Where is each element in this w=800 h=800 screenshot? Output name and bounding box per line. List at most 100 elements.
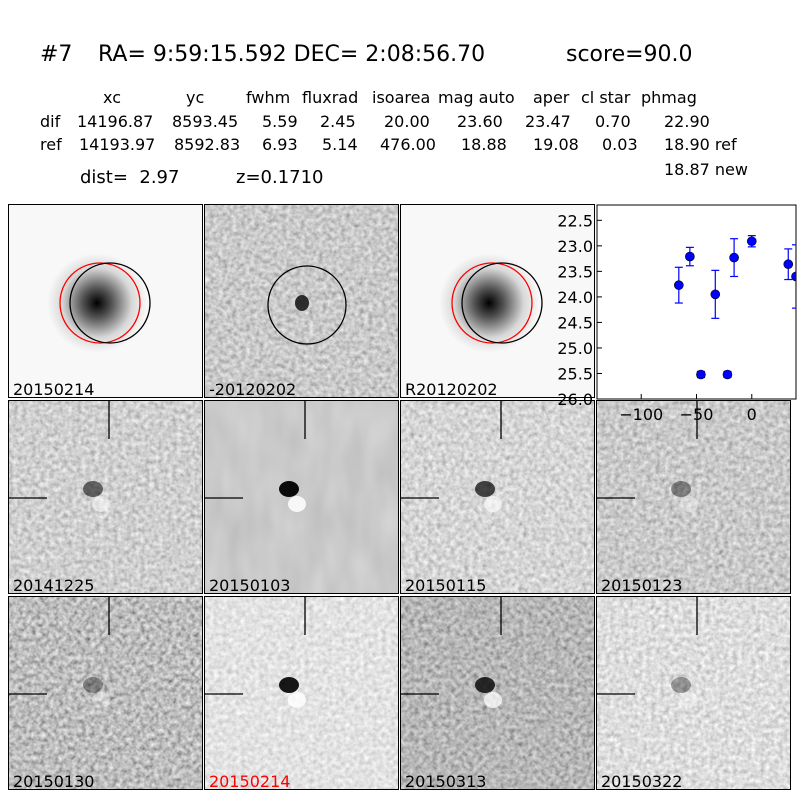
x-tick-label: −50 <box>680 405 714 424</box>
data-point <box>791 271 796 282</box>
stamp-date-label: R20120202 <box>405 380 498 398</box>
ref-phmag: 18.90 ref <box>664 135 737 154</box>
ref-fwhm: 6.93 <box>262 135 298 154</box>
y-tick-label: 24.0 <box>557 288 593 307</box>
col-fluxrad: fluxrad <box>302 88 359 107</box>
galaxy-core <box>439 253 539 353</box>
residual-dark <box>475 677 495 693</box>
col-yc: yc <box>186 88 205 107</box>
residual-dark <box>83 677 103 693</box>
image-stamp: 20150214 <box>204 596 399 790</box>
image-stamp: 20150123 <box>596 400 791 594</box>
ref-clstar: 0.03 <box>602 135 638 154</box>
stamp-date-label: 20150214 <box>209 772 291 790</box>
stamp-date-label: -20120202 <box>209 380 297 398</box>
dif-isoarea: 20.00 <box>384 112 430 131</box>
data-point <box>696 369 706 380</box>
data-point <box>783 259 794 270</box>
residual-bright <box>92 496 110 512</box>
new-aperture-circle <box>461 262 543 344</box>
score: score=90.0 <box>566 42 693 67</box>
coordinates: RA= 9:59:15.592 DEC= 2:08:56.70 <box>98 42 486 67</box>
new-phmag: 18.87 new <box>664 160 748 179</box>
dif-label: dif <box>40 112 61 131</box>
stamp-date-label: 20150322 <box>601 772 683 790</box>
image-stamp: 20150313 <box>400 596 595 790</box>
y-tick-label: 23.5 <box>557 262 593 281</box>
residual-bright <box>680 496 698 512</box>
image-stamp: 20150322 <box>596 596 791 790</box>
y-tick-label: 24.5 <box>557 313 593 332</box>
col-magauto: mag auto <box>438 88 515 107</box>
dif-fluxrad: 2.45 <box>320 112 356 131</box>
ref-magauto: 18.88 <box>461 135 507 154</box>
data-point <box>722 369 733 380</box>
new-aperture-circle <box>69 262 151 344</box>
y-tick-label: 23.0 <box>557 237 593 256</box>
image-stamp: 20150130 <box>8 596 203 790</box>
x-tick-label: −100 <box>619 405 663 424</box>
image-stamp: R20120202 <box>400 204 595 398</box>
ref-label: ref <box>40 135 62 154</box>
object-id: #7 <box>40 42 73 67</box>
data-point <box>685 251 695 262</box>
stamp-date-label: 20141225 <box>13 576 95 594</box>
dif-phmag: 22.90 <box>664 112 710 131</box>
residual-bright <box>680 692 698 708</box>
residual-bright <box>288 692 306 708</box>
stamp-date-label: 20150123 <box>601 576 683 594</box>
image-stamp: 20150115 <box>400 400 595 594</box>
stamp-date-label: 20150103 <box>209 576 291 594</box>
data-point <box>674 280 684 290</box>
dif-xc: 14196.87 <box>77 112 154 131</box>
ref-fluxrad: 5.14 <box>322 135 358 154</box>
image-stamp: -20120202 <box>204 204 399 398</box>
y-tick-label: 25.5 <box>557 364 593 383</box>
image-stamp: 20150214 <box>8 204 203 398</box>
col-fwhm: fwhm <box>246 88 291 107</box>
col-aper: aper <box>533 88 570 107</box>
col-xc: xc <box>103 88 121 107</box>
stamp-date-label: 20150115 <box>405 576 487 594</box>
col-clstar: cl star <box>581 88 631 107</box>
dist-value: dist= 2.97 <box>80 167 180 188</box>
image-stamp: 20141225 <box>8 400 203 594</box>
data-point <box>746 236 757 247</box>
dif-aper: 23.47 <box>525 112 571 131</box>
data-point <box>729 252 739 263</box>
residual-dark <box>475 481 495 497</box>
residual-dark <box>279 677 299 693</box>
residual-bright <box>484 692 502 708</box>
residual-bright <box>288 496 306 512</box>
ref-xc: 14193.97 <box>79 135 156 154</box>
dif-magauto: 23.60 <box>457 112 503 131</box>
ref-aperture-circle <box>451 262 533 344</box>
ref-aperture-circle <box>59 262 141 344</box>
residual-dark <box>83 481 103 497</box>
dif-fwhm: 5.59 <box>262 112 298 131</box>
ref-yc: 8592.83 <box>174 135 241 154</box>
y-tick-label: 22.5 <box>557 211 593 230</box>
x-tick-label: 0 <box>747 405 757 424</box>
col-isoarea: isoarea <box>372 88 431 107</box>
residual-bright <box>92 692 110 708</box>
stamp-date-label: 20150214 <box>13 380 95 398</box>
image-stamp: 20150103 <box>204 400 399 594</box>
data-point <box>710 289 721 300</box>
col-phmag: phmag <box>641 88 697 107</box>
ref-aper: 19.08 <box>533 135 579 154</box>
ref-isoarea: 476.00 <box>380 135 436 154</box>
galaxy-core <box>47 253 147 353</box>
y-tick-label: 25.0 <box>557 339 593 358</box>
residual-dark <box>279 481 299 497</box>
residual-dark <box>671 481 691 497</box>
stamp-date-label: 20150130 <box>13 772 95 790</box>
y-tick-label: 26.0 <box>557 390 593 409</box>
plot-area <box>596 204 797 400</box>
source-blob <box>295 295 309 311</box>
stamp-date-label: 20150313 <box>405 772 487 790</box>
dif-clstar: 0.70 <box>595 112 631 131</box>
residual-dark <box>671 677 691 693</box>
redshift-value: z=0.1710 <box>236 167 324 188</box>
